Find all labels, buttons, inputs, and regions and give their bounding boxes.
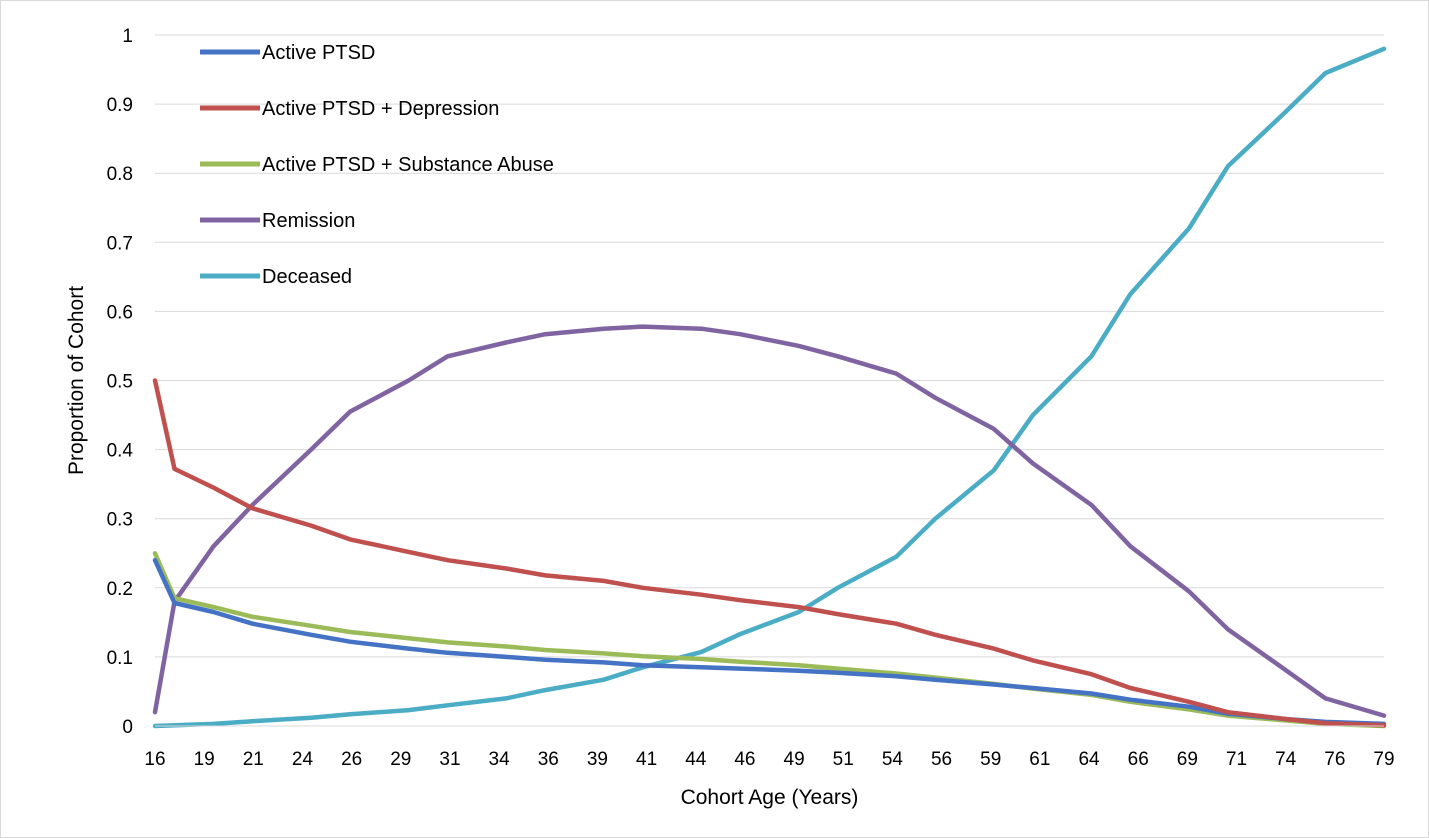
y-tick-label: 0: [122, 717, 133, 738]
x-tick-label: 29: [390, 749, 411, 770]
x-tick-label: 36: [538, 749, 559, 770]
y-tick-label: 1: [122, 26, 133, 47]
gridlines: [155, 34, 1384, 658]
legend-label: Active PTSD + Substance Abuse: [262, 154, 554, 176]
y-tick-label: 0.5: [107, 372, 133, 393]
series-line: [152, 46, 1387, 729]
legend-label: Remission: [262, 210, 355, 232]
y-tick-label: 0.8: [107, 164, 133, 185]
y-tick-label: 0.6: [107, 302, 133, 323]
x-tick-label: 76: [1324, 749, 1345, 770]
x-tick-label: 39: [587, 749, 608, 770]
legend-label: Active PTSD + Depression: [262, 98, 499, 120]
x-tick-label: 66: [1128, 749, 1149, 770]
x-axis-ticks: 16 19 21 24 26 29 31 34 36 39 41 44 46 49 51 54 56 59 61 64…: [144, 749, 1394, 770]
y-tick-label: 0.1: [107, 648, 133, 669]
x-tick-label: 51: [833, 749, 854, 770]
y-tick-label: 0.7: [107, 233, 133, 254]
x-tick-label: 71: [1226, 749, 1247, 770]
series-line: [152, 557, 1387, 727]
x-tick-label: 16: [144, 749, 165, 770]
x-tick-label: 46: [734, 749, 755, 770]
x-axis-title: Cohort Age (Years): [681, 786, 859, 809]
series-line: [152, 378, 1387, 728]
x-tick-label: 21: [243, 749, 264, 770]
series-line: [152, 551, 1387, 729]
legend-label: Deceased: [262, 266, 352, 288]
y-tick-label: 0.2: [107, 579, 133, 600]
x-tick-label: 41: [636, 749, 657, 770]
x-tick-label: 31: [439, 749, 460, 770]
y-tick-label: 0.3: [107, 510, 133, 531]
y-axis-title: Proportion of Cohort: [65, 286, 88, 475]
y-tick-label: 0.4: [107, 441, 134, 462]
x-tick-label: 26: [341, 749, 362, 770]
legend-label: Active PTSD: [262, 42, 375, 64]
legend: Active PTSD Active PTSD + Depression Activ…: [200, 42, 554, 288]
x-tick-label: 59: [980, 749, 1001, 770]
x-tick-label: 64: [1078, 749, 1100, 770]
x-tick-label: 19: [194, 749, 215, 770]
x-tick-label: 24: [292, 749, 314, 770]
x-tick-label: 49: [784, 749, 805, 770]
x-tick-label: 56: [931, 749, 952, 770]
series-line: [152, 324, 1387, 718]
y-tick-label: 0.9: [107, 95, 133, 116]
y-axis-ticks: 0 0.1 0.2 0.3 0.4 0.5 0.6 0.7 0.8 0.9 1: [107, 26, 134, 738]
x-tick-label: 69: [1177, 749, 1198, 770]
x-tick-label: 34: [489, 749, 511, 770]
series-lines: [152, 46, 1387, 729]
x-tick-label: 44: [685, 749, 707, 770]
x-tick-label: 54: [882, 749, 904, 770]
x-tick-label: 74: [1275, 749, 1297, 770]
x-tick-label: 79: [1373, 749, 1394, 770]
x-tick-label: 61: [1029, 749, 1050, 770]
